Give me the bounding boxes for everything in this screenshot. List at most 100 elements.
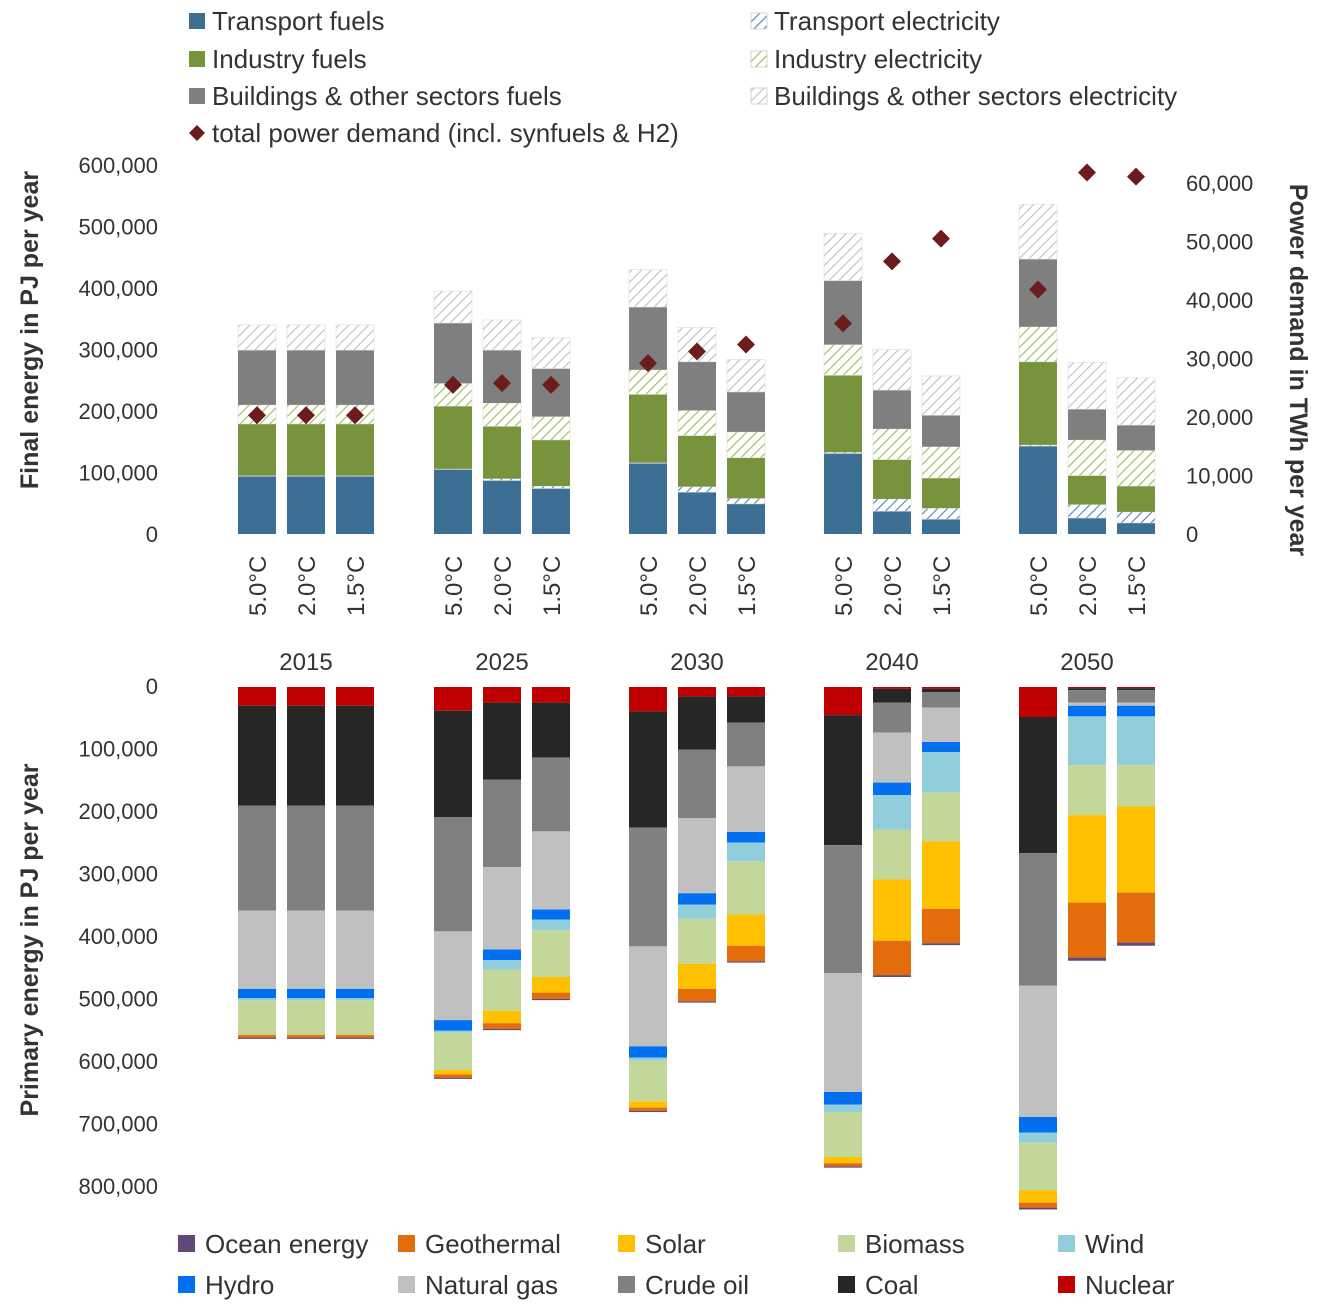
power-demand-marker-2040-2	[932, 229, 950, 248]
bar-hydro-2030-2	[727, 832, 765, 843]
legend-swatch-ocean	[178, 1235, 195, 1252]
bar-solar-2050-0	[1019, 1190, 1057, 1203]
bar-biomass-2040-1	[873, 829, 911, 880]
bar-hydro-2050-2	[1117, 705, 1155, 717]
bar-industry_elec-2040-0	[823, 344, 863, 376]
bar-natural_gas-2030-0	[629, 946, 667, 1047]
scenario-label: 2.0°C	[880, 556, 907, 616]
year-label-2040: 2040	[865, 649, 918, 676]
legend-label-industry_fuels: Industry fuels	[212, 44, 367, 74]
bar-transport_elec-2030-0	[628, 462, 668, 464]
bottom-y-tick-label: 300,000	[78, 862, 158, 887]
bar-buildings_elec-2025-0	[433, 290, 473, 324]
bar-transport_elec-2030-1	[677, 486, 717, 493]
top-y-tick-label: 0	[146, 522, 158, 547]
bar-coal-2040-0	[824, 715, 862, 846]
bar-wind-2040-0	[824, 1104, 862, 1112]
bar-natural_gas-2025-1	[483, 867, 521, 950]
bar-nuclear-2025-2	[532, 687, 570, 703]
bar-solar-2030-2	[727, 914, 765, 946]
bar-hydro-2050-0	[1019, 1117, 1057, 1133]
legend-label-biomass: Biomass	[865, 1229, 965, 1259]
bar-biomass-2050-0	[1019, 1142, 1057, 1191]
bar-buildings_elec-2050-1	[1067, 362, 1107, 410]
bar-natural_gas-2040-0	[824, 973, 862, 1092]
bar-industry_fuels-2050-0	[1019, 361, 1057, 445]
bar-biomass-2015-2	[336, 1000, 374, 1035]
bar-transport_fuels-2050-1	[1068, 518, 1106, 534]
bottom-y-tick-label: 500,000	[78, 987, 158, 1012]
bar-ocean-2030-1	[678, 1001, 716, 1003]
year-label-2015: 2015	[279, 649, 332, 676]
bar-natural_gas-2025-2	[532, 831, 570, 910]
bar-nuclear-2025-1	[483, 687, 521, 703]
top-y-tick-label: 300,000	[78, 338, 158, 363]
bar-buildings_fuels-2025-0	[434, 323, 472, 384]
bar-nuclear-2015-1	[287, 687, 325, 706]
bar-solar-2030-0	[629, 1101, 667, 1108]
bar-industry_fuels-2015-0	[238, 423, 276, 476]
legend-swatch-industry_elec	[750, 50, 768, 68]
bar-transport_fuels-2050-2	[1117, 522, 1155, 534]
top-y2-tick-label: 50,000	[1186, 230, 1253, 255]
bar-transport_fuels-2040-1	[873, 511, 911, 534]
bar-wind-2015-2	[336, 998, 374, 1001]
bar-industry_elec-2025-1	[482, 402, 522, 427]
bar-industry_elec-2030-0	[628, 369, 668, 395]
legend-label-hydro: Hydro	[205, 1270, 274, 1300]
bar-transport_fuels-2040-2	[922, 519, 960, 534]
bar-geothermal-2025-1	[483, 1023, 521, 1029]
scenario-labels: 5.0°C 2.0°C 1.5°C 5.0°C 2.0°C 1.5°C 5.0°C 2.0°C…	[245, 556, 1151, 616]
bar-buildings_fuels-2030-2	[727, 391, 765, 432]
top-y2-axis-title: Power demand in TWh per year	[1284, 184, 1312, 557]
bar-industry_elec-2050-2	[1116, 450, 1156, 487]
bottom-bars	[238, 687, 1155, 1210]
bar-buildings_elec-2040-1	[872, 349, 912, 391]
bar-industry_fuels-2040-1	[873, 459, 911, 499]
bar-biomass-2015-0	[238, 1000, 276, 1035]
bar-wind-2030-0	[629, 1057, 667, 1061]
bar-buildings_fuels-2040-2	[922, 415, 960, 447]
legend-swatch-solar	[618, 1235, 635, 1252]
scenario-label: 5.0°C	[441, 556, 468, 616]
bar-industry_elec-2030-1	[677, 410, 717, 436]
bar-industry_fuels-2015-1	[287, 423, 325, 476]
bar-natural_gas-2030-1	[678, 818, 716, 894]
bar-transport_elec-2040-1	[872, 498, 912, 512]
legend-swatch-industry_fuels	[189, 51, 205, 67]
bar-biomass-2015-1	[287, 1000, 325, 1035]
bar-transport_fuels-2015-2	[336, 476, 374, 534]
bar-natural_gas-2050-1	[1068, 702, 1106, 706]
bar-hydro-2015-1	[287, 988, 325, 999]
bar-ocean-2040-1	[873, 975, 911, 977]
bar-coal-2025-1	[483, 702, 521, 780]
power-demand-marker-2030-2	[737, 335, 755, 354]
bar-buildings_fuels-2040-0	[824, 280, 862, 345]
bar-biomass-2025-2	[532, 930, 570, 977]
bar-nuclear-2030-0	[629, 687, 667, 712]
bar-nuclear-2040-0	[824, 687, 862, 716]
legend-label-buildings_fuels: Buildings & other sectors fuels	[212, 81, 562, 111]
bar-industry_fuels-2015-2	[336, 423, 374, 476]
bar-coal-2025-2	[532, 702, 570, 758]
bar-crude_oil-2040-1	[873, 702, 911, 733]
bar-hydro-2050-1	[1068, 705, 1106, 717]
bar-crude_oil-2040-0	[824, 845, 862, 974]
bar-transport_fuels-2015-1	[287, 476, 325, 534]
bar-industry_fuels-2040-2	[922, 478, 960, 509]
top-y2-tick-label: 20,000	[1186, 405, 1253, 430]
bar-geothermal-2040-0	[824, 1163, 862, 1167]
bar-coal-2025-0	[434, 710, 472, 817]
bar-industry_fuels-2030-1	[678, 435, 716, 487]
bar-ocean-2050-1	[1068, 957, 1106, 961]
bar-industry_fuels-2025-0	[434, 406, 472, 469]
bar-industry_elec-2050-0	[1018, 326, 1058, 363]
bar-biomass-2030-2	[727, 861, 765, 915]
scenario-label: 2.0°C	[685, 556, 712, 616]
bottom-y-tick-label: 400,000	[78, 924, 158, 949]
bar-buildings_fuels-2040-1	[873, 390, 911, 429]
bar-natural_gas-2015-1	[287, 910, 325, 989]
legend-label-geothermal: Geothermal	[425, 1229, 561, 1259]
bar-industry_elec-2040-2	[921, 446, 961, 479]
